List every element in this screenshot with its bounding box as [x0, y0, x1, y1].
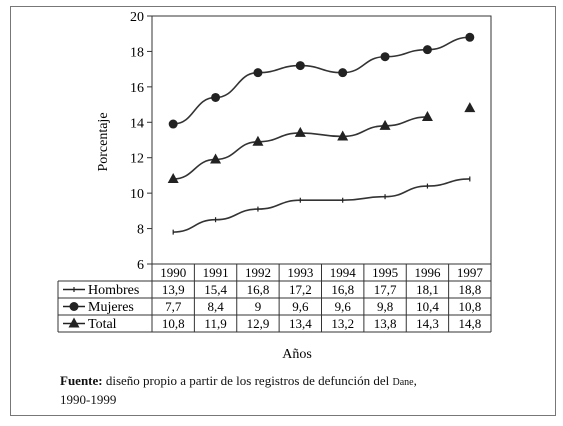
y-tick-label-10: 10	[130, 187, 144, 202]
table-cell-hombres-1990: 13,9	[162, 282, 185, 297]
y-tick-label-12: 12	[130, 152, 144, 167]
table-cell-mujeres-1991: 8,4	[207, 299, 224, 314]
table-cell-hombres-1991: 15,4	[204, 282, 227, 297]
point-mujeres-1995	[380, 52, 390, 62]
point-mujeres-1992	[253, 68, 263, 78]
table-cell-total-1991: 11,9	[204, 316, 226, 331]
legend-label-mujeres: Mujeres	[88, 300, 134, 315]
x-tick-label-1991: 1991	[203, 265, 229, 280]
point-total-1997	[464, 102, 476, 113]
legend-label-hombres: Hombres	[88, 283, 139, 298]
point-mujeres-1991	[211, 92, 221, 102]
table-cell-hombres-1993: 17,2	[289, 282, 312, 297]
table-cell-hombres-1996: 18,1	[416, 282, 439, 297]
table-cell-mujeres-1993: 9,6	[292, 299, 309, 314]
y-tick-label-20: 20	[130, 10, 144, 25]
point-mujeres-1994	[338, 68, 348, 78]
x-tick-label-1995: 1995	[372, 265, 398, 280]
table-cell-total-1996: 14,3	[416, 316, 439, 331]
y-tick-label-6: 6	[137, 258, 144, 273]
source-label: Fuente:	[60, 373, 103, 388]
table-cell-hombres-1992: 16,8	[247, 282, 270, 297]
point-mujeres-1993	[295, 61, 305, 71]
series-line-hombres	[173, 178, 470, 233]
x-tick-label-1992: 1992	[245, 265, 271, 280]
series-mujeres	[168, 32, 475, 129]
x-tick-label-1993: 1993	[287, 265, 313, 280]
point-total-1994	[337, 130, 349, 141]
x-tick-label-1997: 1997	[457, 265, 484, 280]
series-hombres	[172, 176, 471, 235]
point-mujeres-1996	[422, 45, 432, 55]
y-tick-label-8: 8	[137, 223, 144, 238]
data-table: 1990 1991 1992 1993 1994 1995 1996 1997 Hombres 1…	[57, 263, 492, 333]
table-cell-hombres-1994: 16,8	[331, 282, 354, 297]
source-years: 1990-1999	[60, 392, 117, 407]
point-total-1990	[167, 172, 179, 183]
x-axis-label: Años	[282, 347, 312, 362]
table-cell-total-1997: 14,8	[458, 316, 481, 331]
x-tick-label-1994: 1994	[330, 265, 357, 280]
table-cell-mujeres-1990: 7,7	[165, 299, 182, 314]
source-text: diseño propio a partir de los registros …	[102, 373, 393, 388]
table-cell-total-1994: 13,2	[331, 316, 354, 331]
table-cell-mujeres-1997: 10,8	[458, 299, 481, 314]
table-cell-mujeres-1995: 9,8	[377, 299, 393, 314]
table-cell-hombres-1997: 18,8	[458, 282, 481, 297]
chart-lines	[167, 32, 476, 235]
y-tick-label-16: 16	[130, 81, 144, 96]
table-cell-hombres-1995: 17,7	[374, 282, 397, 297]
point-total-1993	[294, 126, 306, 137]
y-tick-label-18: 18	[130, 45, 144, 60]
point-mujeres-1997	[465, 32, 475, 42]
source-tail: ,	[413, 373, 417, 388]
table-cell-total-1992: 12,9	[247, 316, 270, 331]
point-total-1996	[421, 110, 433, 121]
series-total	[167, 102, 476, 183]
series-line-total	[173, 116, 428, 180]
source-org: Dane	[392, 377, 414, 388]
source-note: Fuente: diseño propio a partir de los re…	[60, 372, 540, 408]
figure-frame	[10, 6, 556, 416]
point-total-1991	[210, 153, 222, 164]
point-total-1995	[379, 119, 391, 130]
x-tick-label-1990: 1990	[160, 265, 186, 280]
y-tick-label-14: 14	[130, 116, 144, 131]
x-tick-label-1996: 1996	[414, 265, 441, 280]
plot-area	[151, 15, 492, 265]
table-cell-total-1995: 13,8	[374, 316, 397, 331]
table-cell-mujeres-1992: 9	[255, 299, 262, 314]
legend-marker-mujeres	[69, 302, 79, 311]
point-mujeres-1990	[168, 119, 178, 129]
y-axis-label: Porcentaje	[96, 112, 111, 171]
point-total-1992	[252, 135, 264, 146]
table-cell-total-1993: 13,4	[289, 316, 312, 331]
legend-label-total: Total	[88, 317, 117, 332]
legend-marker-total	[68, 317, 80, 328]
table-cell-total-1990: 10,8	[162, 316, 185, 331]
table-cell-mujeres-1994: 9,6	[335, 299, 352, 314]
table-cell-mujeres-1996: 10,4	[416, 299, 439, 314]
